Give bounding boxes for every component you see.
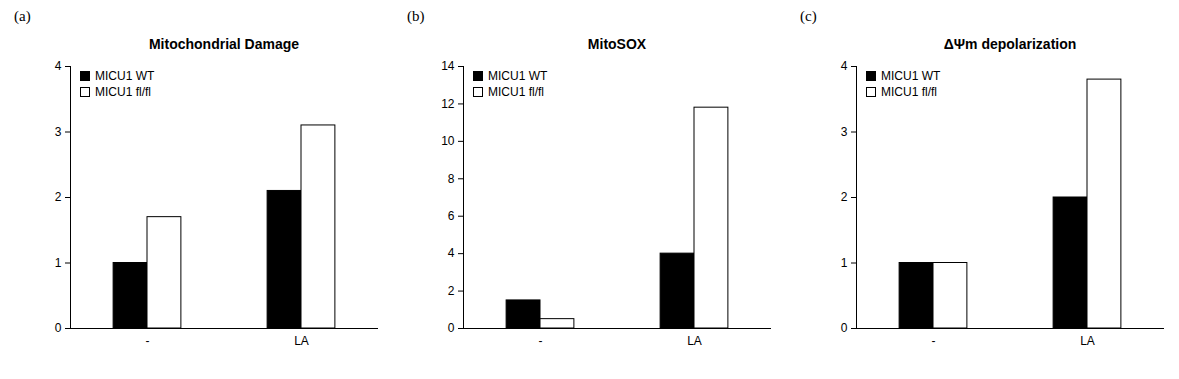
svg-text:0: 0 <box>448 321 455 335</box>
html-text:Mitochondrial Damage: Mitochondrial Damage <box>148 36 300 52</box>
svg-text:-: - <box>932 334 936 348</box>
svg-text:-: - <box>146 334 150 348</box>
svg-text:1: 1 <box>841 256 848 270</box>
svg-text:LA: LA <box>294 334 309 348</box>
html-text:(c): (c) <box>800 8 817 24</box>
svg-text:0: 0 <box>55 321 62 335</box>
svg-text:LA: LA <box>687 334 702 348</box>
html-text:MICU1 WT: MICU1 WT <box>881 69 941 83</box>
svg-text:10: 10 <box>441 134 455 148</box>
svg-text:2: 2 <box>448 284 455 298</box>
html-text:MICU1 fl/fl: MICU1 fl/fl <box>95 85 151 99</box>
svg-text:4: 4 <box>841 59 848 73</box>
svg-text:2: 2 <box>841 190 848 204</box>
svg-text:3: 3 <box>55 125 62 139</box>
svg-text:2: 2 <box>55 190 62 204</box>
html-text:(b): (b) <box>407 8 425 24</box>
svg-text:8: 8 <box>448 172 455 186</box>
svg-text:0: 0 <box>841 321 848 335</box>
html-text:MitoSOX: MitoSOX <box>587 36 647 52</box>
svg-text:3: 3 <box>841 125 848 139</box>
svg-text:LA: LA <box>1080 334 1095 348</box>
html-text:MICU1 fl/fl: MICU1 fl/fl <box>881 85 937 99</box>
svg-text:-: - <box>539 334 543 348</box>
svg-text:12: 12 <box>441 97 455 111</box>
html-text:ΔΨm depolarization: ΔΨm depolarization <box>943 36 1077 52</box>
html-text:(a): (a) <box>14 8 31 24</box>
svg-text:6: 6 <box>448 209 455 223</box>
svg-text:1: 1 <box>55 256 62 270</box>
html-text:MICU1 fl/fl: MICU1 fl/fl <box>488 85 544 99</box>
html-text:MICU1 WT: MICU1 WT <box>488 69 548 83</box>
svg-text:4: 4 <box>55 59 62 73</box>
html-text:MICU1 WT: MICU1 WT <box>95 69 155 83</box>
svg-text:4: 4 <box>448 246 455 260</box>
svg-text:14: 14 <box>441 59 455 73</box>
